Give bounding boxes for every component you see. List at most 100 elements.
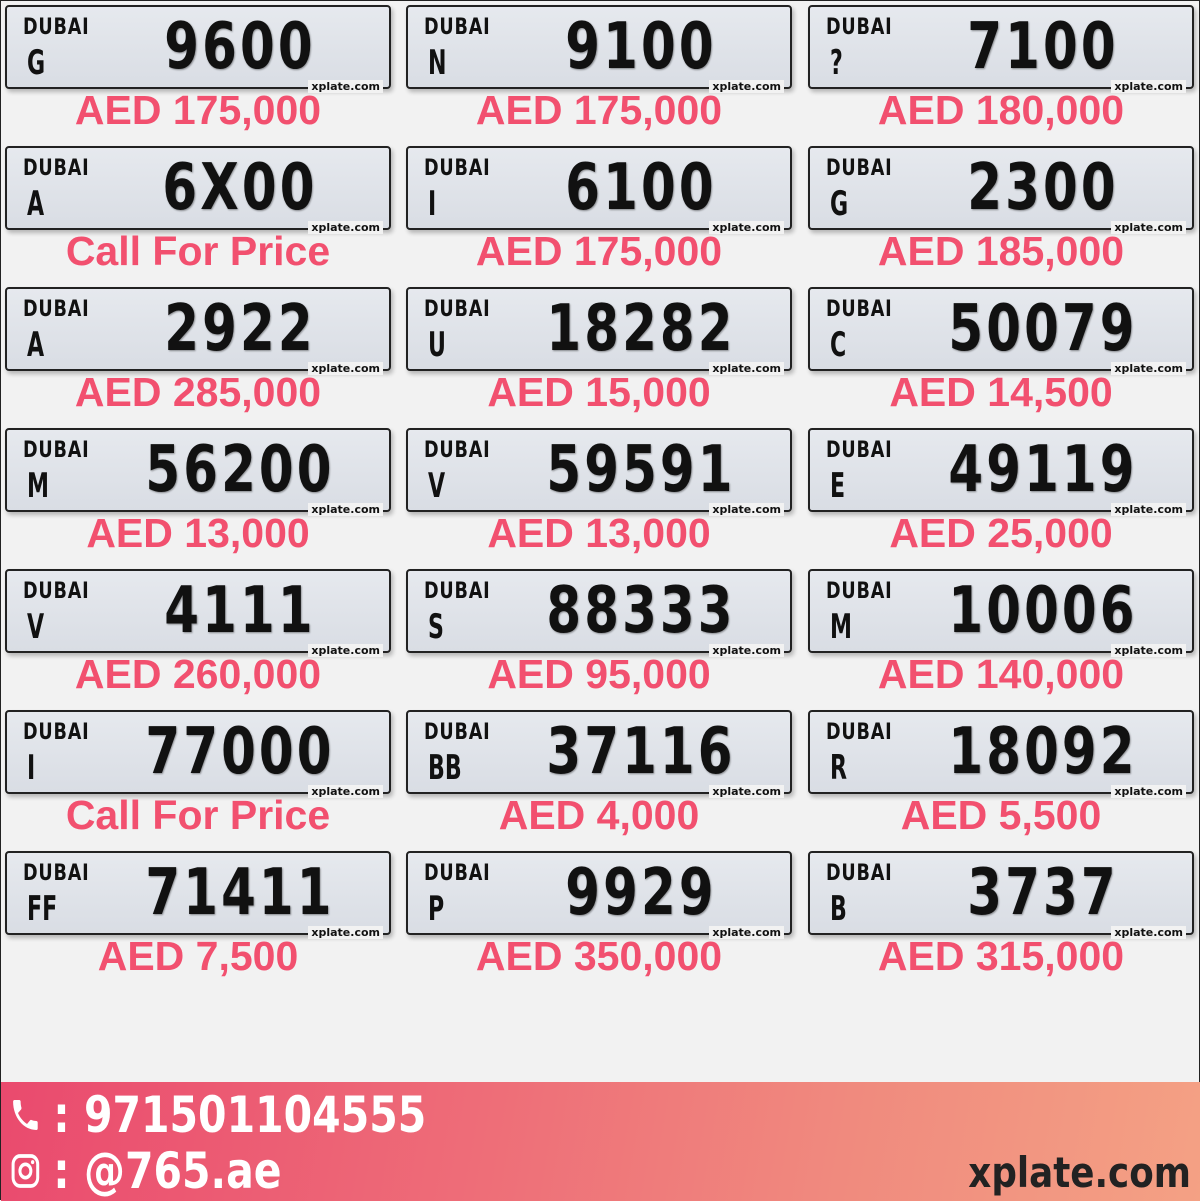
plate-number: 49119 xyxy=(948,433,1138,507)
plate-number: 77000 xyxy=(145,715,335,789)
plate-listing[interactable]: DUBAI V 4111 xplate.com AED 260,000 xyxy=(5,569,393,710)
plate-price: AED 285,000 xyxy=(74,369,322,415)
plate-listing[interactable]: DUBAI V 59591 xplate.com AED 13,000 xyxy=(406,428,794,569)
plate-price: AED 260,000 xyxy=(74,651,322,697)
plate-price: AED 180,000 xyxy=(877,87,1125,133)
plate-code: P xyxy=(428,889,445,929)
plate-watermark: xplate.com xyxy=(308,80,383,93)
plate-listing[interactable]: DUBAI M 10006 xplate.com AED 140,000 xyxy=(808,569,1196,710)
plate-number: 10006 xyxy=(948,574,1138,648)
plate-listing[interactable]: DUBAI P 9929 xplate.com AED 350,000 xyxy=(406,851,794,992)
plate-listing[interactable]: DUBAI ? 7100 xplate.com AED 180,000 xyxy=(808,5,1196,146)
license-plate: DUBAI M 10006 xplate.com xyxy=(808,569,1194,657)
plate-number: 6100 xyxy=(565,151,717,225)
plate-listing[interactable]: DUBAI BB 37116 xplate.com AED 4,000 xyxy=(406,710,794,851)
plate-price: AED 95,000 xyxy=(487,651,711,697)
instagram-handle[interactable]: : @765.ae xyxy=(53,1142,282,1200)
plate-code: M xyxy=(27,466,49,506)
plate-listing[interactable]: DUBAI E 49119 xplate.com AED 25,000 xyxy=(808,428,1196,569)
plate-code: I xyxy=(27,748,36,788)
emirate-logo: DUBAI xyxy=(826,15,893,40)
plate-listing[interactable]: DUBAI M 56200 xplate.com AED 13,000 xyxy=(5,428,393,569)
plate-code: C xyxy=(830,325,847,365)
plate-listing[interactable]: DUBAI S 88333 xplate.com AED 95,000 xyxy=(406,569,794,710)
plate-price: AED 7,500 xyxy=(97,933,299,979)
plate-number: 88333 xyxy=(546,574,736,648)
emirate-logo: DUBAI xyxy=(826,156,893,181)
plate-code: V xyxy=(27,607,45,647)
plate-code: R xyxy=(830,748,848,788)
plate-number: 3737 xyxy=(967,856,1119,930)
license-plate: DUBAI G 2300 xplate.com xyxy=(808,146,1194,234)
plate-watermark: xplate.com xyxy=(1111,80,1186,93)
phone-icon xyxy=(13,1100,38,1130)
emirate-logo: DUBAI xyxy=(23,861,90,886)
plate-number: 2922 xyxy=(164,292,316,366)
plate-watermark: xplate.com xyxy=(308,362,383,375)
plate-listing[interactable]: DUBAI G 9600 xplate.com AED 175,000 xyxy=(5,5,393,146)
license-plate: DUBAI ? 7100 xplate.com xyxy=(808,5,1194,93)
plate-number: 2300 xyxy=(967,151,1119,225)
license-plate: DUBAI A 6X00 xplate.com xyxy=(5,146,391,234)
license-plate: DUBAI I 77000 xplate.com xyxy=(5,710,391,798)
plate-watermark: xplate.com xyxy=(1111,926,1186,939)
plate-listing[interactable]: DUBAI I 77000 xplate.com Call For Price xyxy=(5,710,393,851)
plate-number: 37116 xyxy=(546,715,736,789)
emirate-logo: DUBAI xyxy=(23,579,90,604)
emirate-logo: DUBAI xyxy=(23,15,90,40)
plate-listing[interactable]: DUBAI A 2922 xplate.com AED 285,000 xyxy=(5,287,393,428)
plate-code: FF xyxy=(27,889,58,929)
plate-code: A xyxy=(27,325,45,365)
plate-price: AED 175,000 xyxy=(74,87,322,133)
plate-code: U xyxy=(428,325,446,365)
site-name: xplate.com xyxy=(968,1148,1191,1197)
emirate-logo: DUBAI xyxy=(23,297,90,322)
plate-listing[interactable]: DUBAI G 2300 xplate.com AED 185,000 xyxy=(808,146,1196,287)
plate-watermark: xplate.com xyxy=(709,503,784,516)
plate-price: AED 5,500 xyxy=(900,792,1102,838)
plate-listing[interactable]: DUBAI U 18282 xplate.com AED 15,000 xyxy=(406,287,794,428)
emirate-logo: DUBAI xyxy=(424,720,491,745)
license-plate: DUBAI R 18092 xplate.com xyxy=(808,710,1194,798)
license-plate: DUBAI A 2922 xplate.com xyxy=(5,287,391,375)
plate-listing[interactable]: DUBAI N 9100 xplate.com AED 175,000 xyxy=(406,5,794,146)
plate-code: S xyxy=(428,607,444,647)
plate-listing[interactable]: DUBAI B 3737 xplate.com AED 315,000 xyxy=(808,851,1196,992)
plate-watermark: xplate.com xyxy=(1111,362,1186,375)
license-plate: DUBAI N 9100 xplate.com xyxy=(406,5,792,93)
emirate-logo: DUBAI xyxy=(23,720,90,745)
emirate-logo: DUBAI xyxy=(826,861,893,886)
plate-code: N xyxy=(428,43,447,83)
plate-code: BB xyxy=(428,748,462,788)
plate-code: V xyxy=(428,466,446,506)
license-plate: DUBAI I 6100 xplate.com xyxy=(406,146,792,234)
plate-code: G xyxy=(27,43,46,83)
plate-watermark: xplate.com xyxy=(709,785,784,798)
plate-listing[interactable]: DUBAI C 50079 xplate.com AED 14,500 xyxy=(808,287,1196,428)
plate-listing[interactable]: DUBAI R 18092 xplate.com AED 5,500 xyxy=(808,710,1196,851)
license-plate: DUBAI S 88333 xplate.com xyxy=(406,569,792,657)
plate-code: G xyxy=(830,184,849,224)
license-plate: DUBAI C 50079 xplate.com xyxy=(808,287,1194,375)
plate-number: 4111 xyxy=(164,574,316,648)
plate-price: AED 140,000 xyxy=(877,651,1125,697)
instagram-row: : @765.ae xyxy=(9,1142,282,1200)
emirate-logo: DUBAI xyxy=(424,579,491,604)
plate-watermark: xplate.com xyxy=(709,926,784,939)
plate-listing[interactable]: DUBAI FF 71411 xplate.com AED 7,500 xyxy=(5,851,393,992)
plate-watermark: xplate.com xyxy=(308,221,383,234)
license-plate: DUBAI M 56200 xplate.com xyxy=(5,428,391,516)
phone-number[interactable]: : 971501104555 xyxy=(53,1086,427,1144)
instagram-icon xyxy=(11,1154,40,1188)
emirate-logo: DUBAI xyxy=(424,861,491,886)
plate-listing[interactable]: DUBAI I 6100 xplate.com AED 175,000 xyxy=(406,146,794,287)
plate-number: 59591 xyxy=(546,433,736,507)
plate-number: 56200 xyxy=(145,433,335,507)
emirate-logo: DUBAI xyxy=(424,15,491,40)
license-plate: DUBAI V 59591 xplate.com xyxy=(406,428,792,516)
plate-number: 18092 xyxy=(948,715,1138,789)
plate-price: AED 315,000 xyxy=(877,933,1125,979)
plate-number: 71411 xyxy=(145,856,335,930)
license-plate: DUBAI U 18282 xplate.com xyxy=(406,287,792,375)
plate-listing[interactable]: DUBAI A 6X00 xplate.com Call For Price xyxy=(5,146,393,287)
